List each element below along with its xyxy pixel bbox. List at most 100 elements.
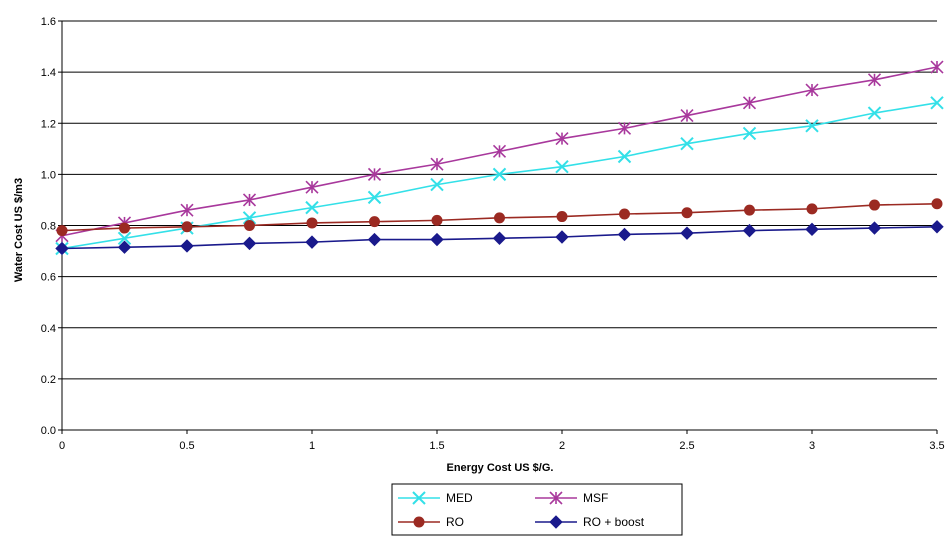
gridlines (62, 20, 937, 380)
point-med-9 (617, 149, 632, 164)
x-axis-title: Energy Cost US $/G. (447, 462, 554, 474)
x-tick-labels: 0 0.5 1 1.5 2 2.5 3 3.5 (59, 440, 945, 452)
point-ro-boost-3 (242, 236, 257, 251)
x-tick-label-7: 3.5 (929, 440, 944, 452)
series-med (55, 96, 944, 256)
point-ro-boost-13 (867, 221, 882, 235)
point-ro-7 (494, 212, 505, 224)
legend-marker-ro (413, 516, 425, 528)
point-med-7 (492, 167, 507, 182)
point-med-9-b (617, 149, 632, 164)
point-msf-13 (867, 73, 882, 87)
point-ro-boost-2 (180, 239, 194, 253)
point-ro-5 (369, 216, 380, 228)
x-tick-label-4: 2 (559, 440, 565, 452)
point-med-8 (555, 159, 569, 174)
x-tick-label-1: 0.5 (179, 440, 194, 452)
point-med-5-b (367, 190, 382, 205)
point-med-7-b (492, 167, 507, 182)
legend-marker-med (412, 491, 426, 505)
point-med-5 (367, 190, 382, 205)
legend-box (391, 483, 683, 536)
point-ro-boost-10 (680, 226, 694, 240)
x-tick-label-3: 1.5 (429, 440, 444, 452)
point-med-10 (680, 136, 694, 151)
point-msf-7 (492, 144, 507, 158)
legend-item-med: MED (398, 491, 473, 505)
legend-item-ro: RO (398, 515, 464, 529)
point-med-14-b (930, 96, 944, 110)
point-med-4-b (305, 200, 319, 215)
y-tick-label-7: 1.4 (41, 67, 56, 79)
point-ro-13 (869, 199, 880, 211)
point-med-11 (742, 126, 757, 141)
legend-label-med: MED (446, 491, 473, 505)
legend-marker-med-b (412, 491, 426, 505)
point-ro-2 (181, 221, 193, 233)
y-tick-label-8: 1.6 (41, 16, 56, 28)
y-tick-label-1: 0.2 (41, 374, 56, 386)
x-tick-label-2: 1 (309, 440, 315, 452)
point-ro-boost-4 (305, 235, 319, 249)
point-med-8-b (555, 159, 569, 174)
point-ro-boost-9 (617, 227, 632, 242)
point-ro-boost-12 (805, 222, 819, 237)
point-ro-14 (931, 198, 943, 210)
y-tick-label-3: 0.6 (41, 272, 56, 284)
point-med-13 (867, 106, 882, 120)
point-ro-6 (431, 214, 443, 226)
point-ro-boost-5 (367, 232, 382, 247)
y-tick-labels: 0.0 0.2 0.4 0.6 0.8 1.0 1.2 1.4 1.6 (41, 16, 56, 437)
point-msf-8 (555, 132, 569, 146)
point-msf-4 (305, 180, 319, 194)
point-msf-2 (180, 203, 194, 217)
point-med-14 (930, 96, 944, 110)
y-tick-label-0: 0.0 (41, 425, 56, 437)
point-med-12-b (805, 119, 819, 133)
point-ro-4 (306, 217, 318, 229)
point-med-10-b (680, 136, 694, 151)
point-ro-0 (56, 225, 68, 237)
point-med-13-b (867, 106, 882, 120)
y-tick-label-2: 0.4 (41, 323, 56, 335)
point-ro-1 (119, 222, 130, 234)
point-msf-10 (680, 109, 694, 123)
point-ro-8 (556, 211, 568, 223)
legend-label-ro: RO (446, 515, 464, 529)
y-axis-title: Water Cost US $/m3 (13, 178, 25, 282)
point-ro-boost-11 (742, 223, 757, 238)
point-ro-boost-8 (555, 230, 569, 244)
series-ro (56, 198, 943, 237)
point-ro-boost-14 (930, 220, 944, 234)
series-msf (55, 60, 944, 243)
x-tick-label-5: 2.5 (679, 440, 694, 452)
point-ro-12 (806, 203, 818, 215)
legend-label-msf: MSF (583, 491, 608, 505)
legend-marker-msf (549, 491, 563, 505)
point-ro-boost-0 (55, 241, 69, 256)
point-med-6-b (430, 177, 444, 192)
point-msf-11 (742, 96, 757, 110)
point-med-6 (430, 177, 444, 192)
point-med-4 (305, 200, 319, 215)
x-tick-label-6: 3 (809, 440, 815, 452)
legend-item-msf: MSF (535, 491, 608, 505)
point-ro-boost-7 (492, 231, 507, 245)
series-layer (55, 60, 944, 256)
point-ro-11 (744, 204, 755, 216)
x-tick-label-0: 0 (59, 440, 65, 452)
point-ro-boost-1 (117, 240, 132, 254)
legend-marker-ro-boost (549, 515, 563, 529)
point-msf-5 (367, 167, 382, 181)
point-msf-3 (242, 193, 257, 207)
point-ro-10 (681, 207, 693, 219)
point-med-12 (805, 119, 819, 133)
point-msf-9 (617, 121, 632, 135)
legend-item-ro-boost: RO + boost (535, 515, 645, 529)
point-med-11-b (742, 126, 757, 141)
y-tick-label-4: 0.8 (41, 221, 56, 233)
point-ro-boost-6 (430, 232, 444, 247)
point-med-1-b (117, 231, 132, 245)
legend: MED MSF RO RO + boost (391, 483, 683, 536)
